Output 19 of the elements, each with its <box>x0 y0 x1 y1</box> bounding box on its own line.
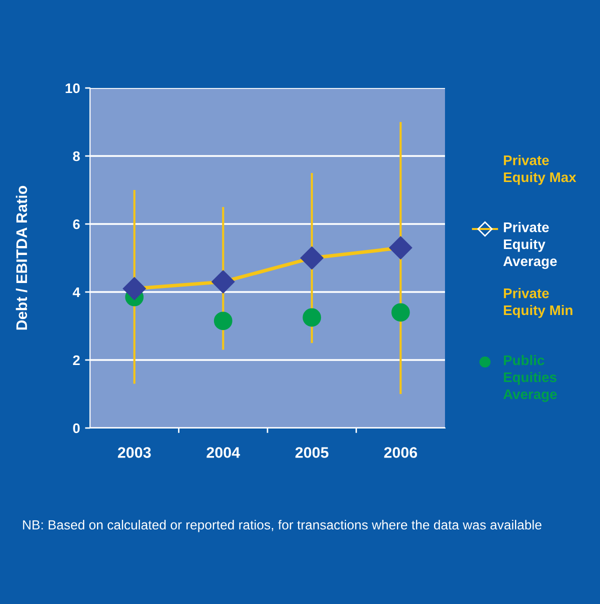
point <box>214 312 232 330</box>
x-tick-label: 2003 <box>118 447 151 458</box>
y-tick-label: 10 <box>66 83 80 94</box>
legend-label: Public Equities Average <box>503 355 557 402</box>
y-tick-label: 6 <box>73 219 80 230</box>
point <box>391 303 410 322</box>
y-tick-label: 8 <box>72 151 80 162</box>
x-tick-label: 2006 <box>384 447 418 458</box>
text: NB: Based on calculated or reported ratios, for transactions where the data was available <box>23 520 542 532</box>
point <box>302 308 322 327</box>
y-axis-title: Debt / EBITDA Ratio <box>16 186 28 330</box>
y-tick-label: 2 <box>73 355 80 366</box>
y-tick-label: 0 <box>73 423 80 434</box>
x-tick-label: 2005 <box>295 447 328 458</box>
text: Private Equity Max <box>504 155 576 185</box>
legend-label: Private Equity Average <box>503 222 557 269</box>
x-tick-label: 2004 <box>206 447 240 458</box>
text: Private Equity Min <box>504 288 572 318</box>
y-tick-label: 4 <box>72 287 80 298</box>
